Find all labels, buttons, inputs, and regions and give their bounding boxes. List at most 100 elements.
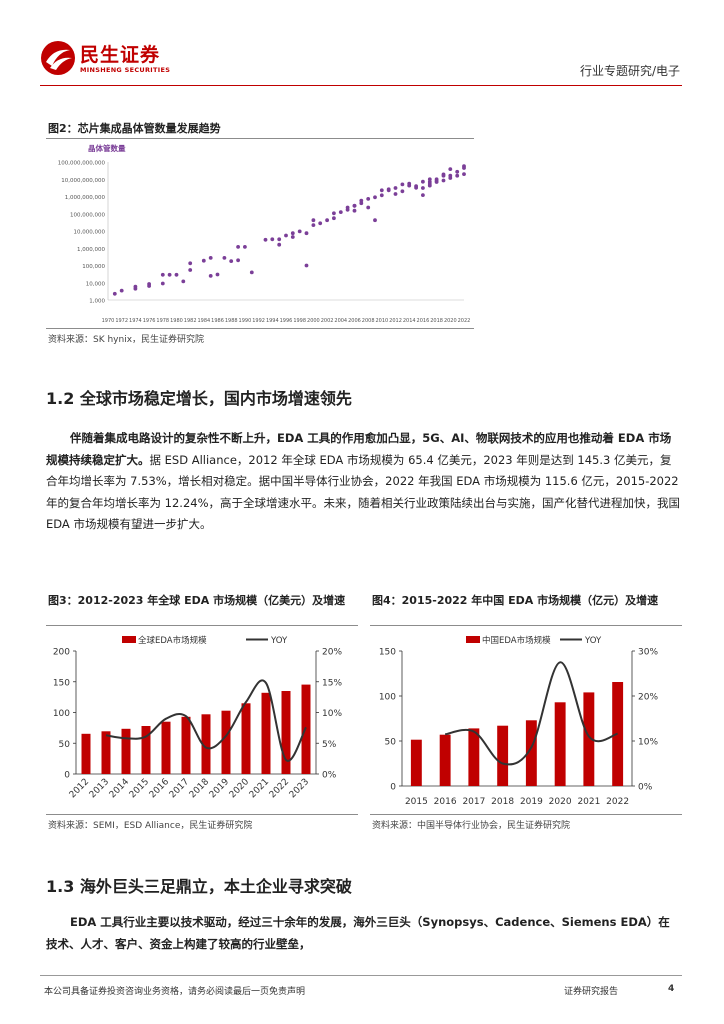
fig2-data-point — [441, 178, 446, 183]
fig3-bar — [81, 733, 91, 774]
fig2-data-point — [455, 169, 460, 174]
fig3-x-tick-label: 2022 — [268, 777, 291, 800]
fig2-data-point — [434, 177, 439, 182]
fig4-bar — [612, 682, 624, 786]
fig2-data-point — [421, 179, 425, 184]
fig2-data-point — [421, 193, 425, 197]
fig2-data-point — [284, 233, 288, 238]
fig2-title: 图2：芯片集成晶体管数量发展趋势 — [48, 122, 221, 135]
fig4-bar — [554, 702, 566, 786]
fig2-data-point — [304, 231, 309, 236]
fig2-x-tick-label: 1986 — [211, 318, 224, 324]
fig2-y-tick-label: 10,000,000 — [74, 230, 106, 236]
fig3-x-tick-label: 2012 — [68, 777, 91, 800]
fig3-x-tick-label: 2019 — [208, 777, 231, 800]
fig4-left-tick-label: 50 — [385, 738, 397, 748]
fig2-scatter-chart: 晶体管数量 1,000 10,000 100,000 1,000,000 10,000,0… — [58, 143, 471, 324]
fig2-data-point — [119, 288, 124, 293]
fig3-bar — [261, 692, 271, 774]
fig2-data-point — [215, 272, 220, 277]
fig2-x-tick-label: 2022 — [458, 318, 471, 324]
fig2-data-point — [462, 166, 466, 170]
fig2-x-tick-label: 2002 — [321, 318, 334, 324]
section-1-2-body: 据 ESD Alliance，2012 年全球 EDA 市场规模为 65.4 亿… — [46, 452, 680, 532]
fig4-x-tick-label: 2016 — [434, 797, 457, 807]
fig2-data-point — [441, 173, 446, 178]
fig2-data-point — [304, 263, 309, 268]
fig4-right-tick-label: 10% — [638, 738, 658, 748]
fig3-bar — [241, 703, 251, 774]
fig2-data-point — [462, 172, 466, 176]
fig3-legend: 全球EDA市场规模 YOY — [122, 635, 288, 646]
fig2-data-point — [270, 237, 275, 242]
fig2-data-point — [414, 184, 418, 188]
logo-mark-icon — [41, 41, 75, 75]
footer-page-number: 4 — [668, 984, 675, 994]
fig2-data-point — [167, 272, 172, 277]
fig2-data-point — [160, 272, 165, 277]
company-logo: 民生证券 MINSHENG SECURITIES — [40, 40, 180, 80]
fig3-x-tick-label: 2015 — [128, 777, 151, 800]
fig3-bar — [141, 726, 151, 774]
fig2-data-point — [188, 261, 193, 266]
fig3-yoy-line — [105, 679, 307, 762]
fig2-data-point — [290, 231, 295, 236]
fig4-title-divider — [370, 625, 682, 626]
fig4-source: 资料来源：中国半导体行业协会，民生证券研究院 — [372, 821, 571, 831]
header-divider — [40, 85, 682, 86]
fig2-x-tick-label: 1980 — [170, 318, 183, 324]
fig4-x-tick-label: 2021 — [577, 797, 600, 807]
fig4-left-tick-label: 0 — [390, 783, 396, 793]
fig2-data-point — [277, 242, 282, 247]
fig2-data-point — [229, 259, 234, 263]
fig2-data-point — [311, 218, 316, 223]
fig4-x-tick-label: 2019 — [520, 797, 543, 807]
fig2-data-point — [407, 183, 412, 188]
fig4-bar-line-chart: 中国EDA市场规模 YOY 0 50 100 150 0% 10% 20% 30% 2015 2016… — [379, 635, 659, 807]
fig3-right-tick-label: 15% — [322, 678, 342, 688]
fig4-bar — [439, 734, 451, 786]
fig2-x-tick-label: 1970 — [102, 318, 115, 324]
fig3-bar — [221, 710, 231, 774]
section-1-3-heading: 1.3 海外巨头三足鼎立，本土企业寻求突破 — [46, 877, 352, 896]
logo-chinese-name: 民生证券 — [80, 44, 161, 66]
fig2-data-point — [421, 186, 425, 190]
fig2-bottom-divider — [46, 328, 474, 329]
fig2-x-tick-label: 2014 — [403, 318, 416, 324]
fig2-data-point — [448, 176, 453, 180]
fig4-right-tick-label: 20% — [638, 693, 658, 703]
section-1-2-paragraph: 伴随着集成电路设计的复杂性不断上升，EDA 工具的作用愈加凸显，5G、AI、物联… — [46, 428, 680, 536]
fig3-bar — [161, 721, 171, 774]
fig2-data-point — [393, 192, 398, 196]
fig2-x-tick-label: 2010 — [375, 318, 388, 324]
fig2-data-point — [174, 272, 179, 277]
fig4-legend-bar-swatch — [466, 636, 480, 643]
fig3-left-tick-label: 0 — [64, 771, 70, 781]
fig2-data-point — [455, 173, 460, 178]
fig2-x-tick-label: 1996 — [280, 318, 293, 324]
fig2-x-tick-label: 2004 — [334, 318, 347, 324]
fig4-legend: 中国EDA市场规模 YOY — [466, 635, 602, 646]
fig4-left-tick-label: 150 — [379, 648, 396, 658]
fig2-source: 资料来源：SK hynix，民生证券研究院 — [48, 335, 205, 345]
fig2-data-point — [277, 237, 282, 242]
section-1-2-bold-lead: 伴随着集成电路设计的复杂性不断上升，EDA 工具的作用愈加凸显，5G、AI、物联… — [46, 431, 672, 467]
fig2-data-point — [386, 188, 391, 193]
fig2-y-tick-label: 1,000,000 — [77, 247, 105, 253]
fig2-data-point — [379, 188, 384, 193]
fig2-data-point — [359, 201, 364, 206]
fig4-right-tick-label: 30% — [638, 648, 658, 658]
fig2-y-tick-label: 10,000,000,000 — [61, 178, 105, 184]
fig4-x-tick-label: 2018 — [491, 797, 514, 807]
fig4-legend-line-label: YOY — [584, 636, 602, 646]
report-category: 行业专题研究/电子 — [579, 64, 680, 78]
fig2-x-tick-label: 1990 — [239, 318, 252, 324]
fig3-x-tick-label: 2020 — [228, 777, 251, 800]
fig3-left-tick-label: 50 — [59, 740, 71, 750]
fig2-data-point — [201, 258, 206, 263]
fig3-bar — [121, 728, 131, 774]
fig2-x-tick-label: 2018 — [430, 318, 443, 324]
fig3-bar-line-chart: 全球EDA市场规模 YOY 0 50 100 150 200 0% 5% 10% 15% 20% 201… — [53, 635, 343, 800]
footer-disclaimer: 本公司具备证券投资咨询业务资格，请务必阅读最后一页免责声明 — [44, 987, 306, 997]
logo-english-name: MINSHENG SECURITIES — [80, 66, 171, 74]
